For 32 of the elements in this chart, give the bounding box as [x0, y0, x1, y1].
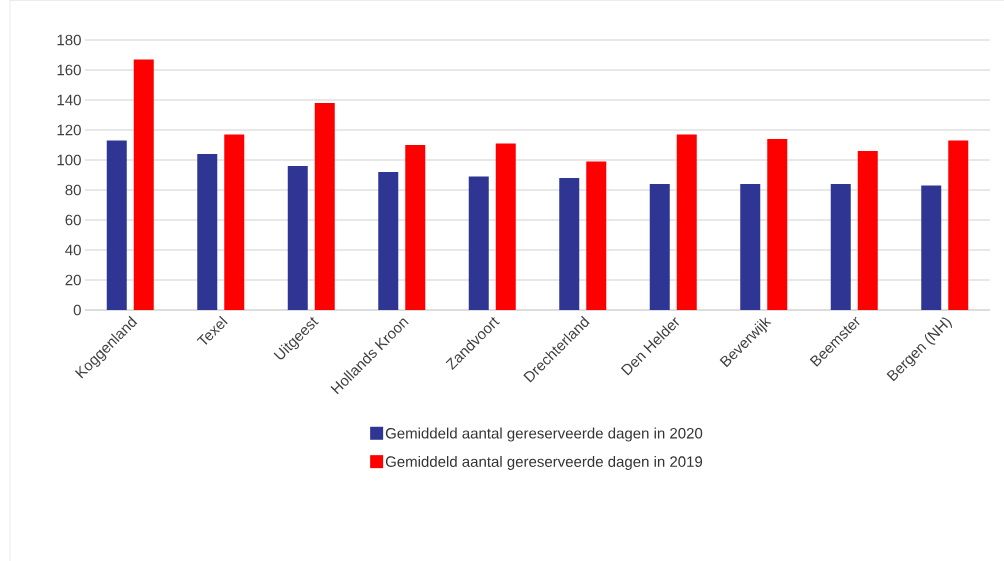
y-tick-label: 160 [57, 64, 81, 76]
bar [133, 59, 154, 310]
bar [468, 176, 489, 310]
y-tick-label: 120 [57, 124, 81, 136]
y-tick-label: 80 [65, 184, 81, 196]
y-tick-label: 40 [65, 244, 81, 256]
bar [495, 143, 516, 310]
y-tick-label: 20 [65, 274, 81, 286]
bar [224, 134, 245, 310]
bar [197, 153, 218, 310]
y-tick-label: 100 [57, 154, 81, 166]
bar [830, 183, 851, 310]
bar [767, 138, 788, 310]
y-tick-label: 180 [57, 34, 81, 46]
bar [586, 161, 607, 310]
y-tick-label: 0 [73, 304, 81, 316]
bar [405, 144, 426, 310]
bar [948, 140, 969, 310]
bar [921, 185, 942, 310]
legend-label: Gemiddeld aantal gereserveerde dagen in 2020 [385, 427, 703, 442]
y-tick-label: 60 [65, 214, 81, 226]
bar [857, 150, 878, 310]
bar [649, 183, 670, 310]
y-tick-label: 140 [57, 94, 81, 106]
bar [676, 134, 697, 310]
bar [106, 140, 127, 310]
bar [378, 171, 399, 310]
bar [740, 183, 761, 310]
bar [559, 177, 580, 310]
bar [287, 165, 308, 310]
legend-label: Gemiddeld aantal gereserveerde dagen in 2019 [385, 455, 703, 470]
bar [314, 102, 335, 310]
